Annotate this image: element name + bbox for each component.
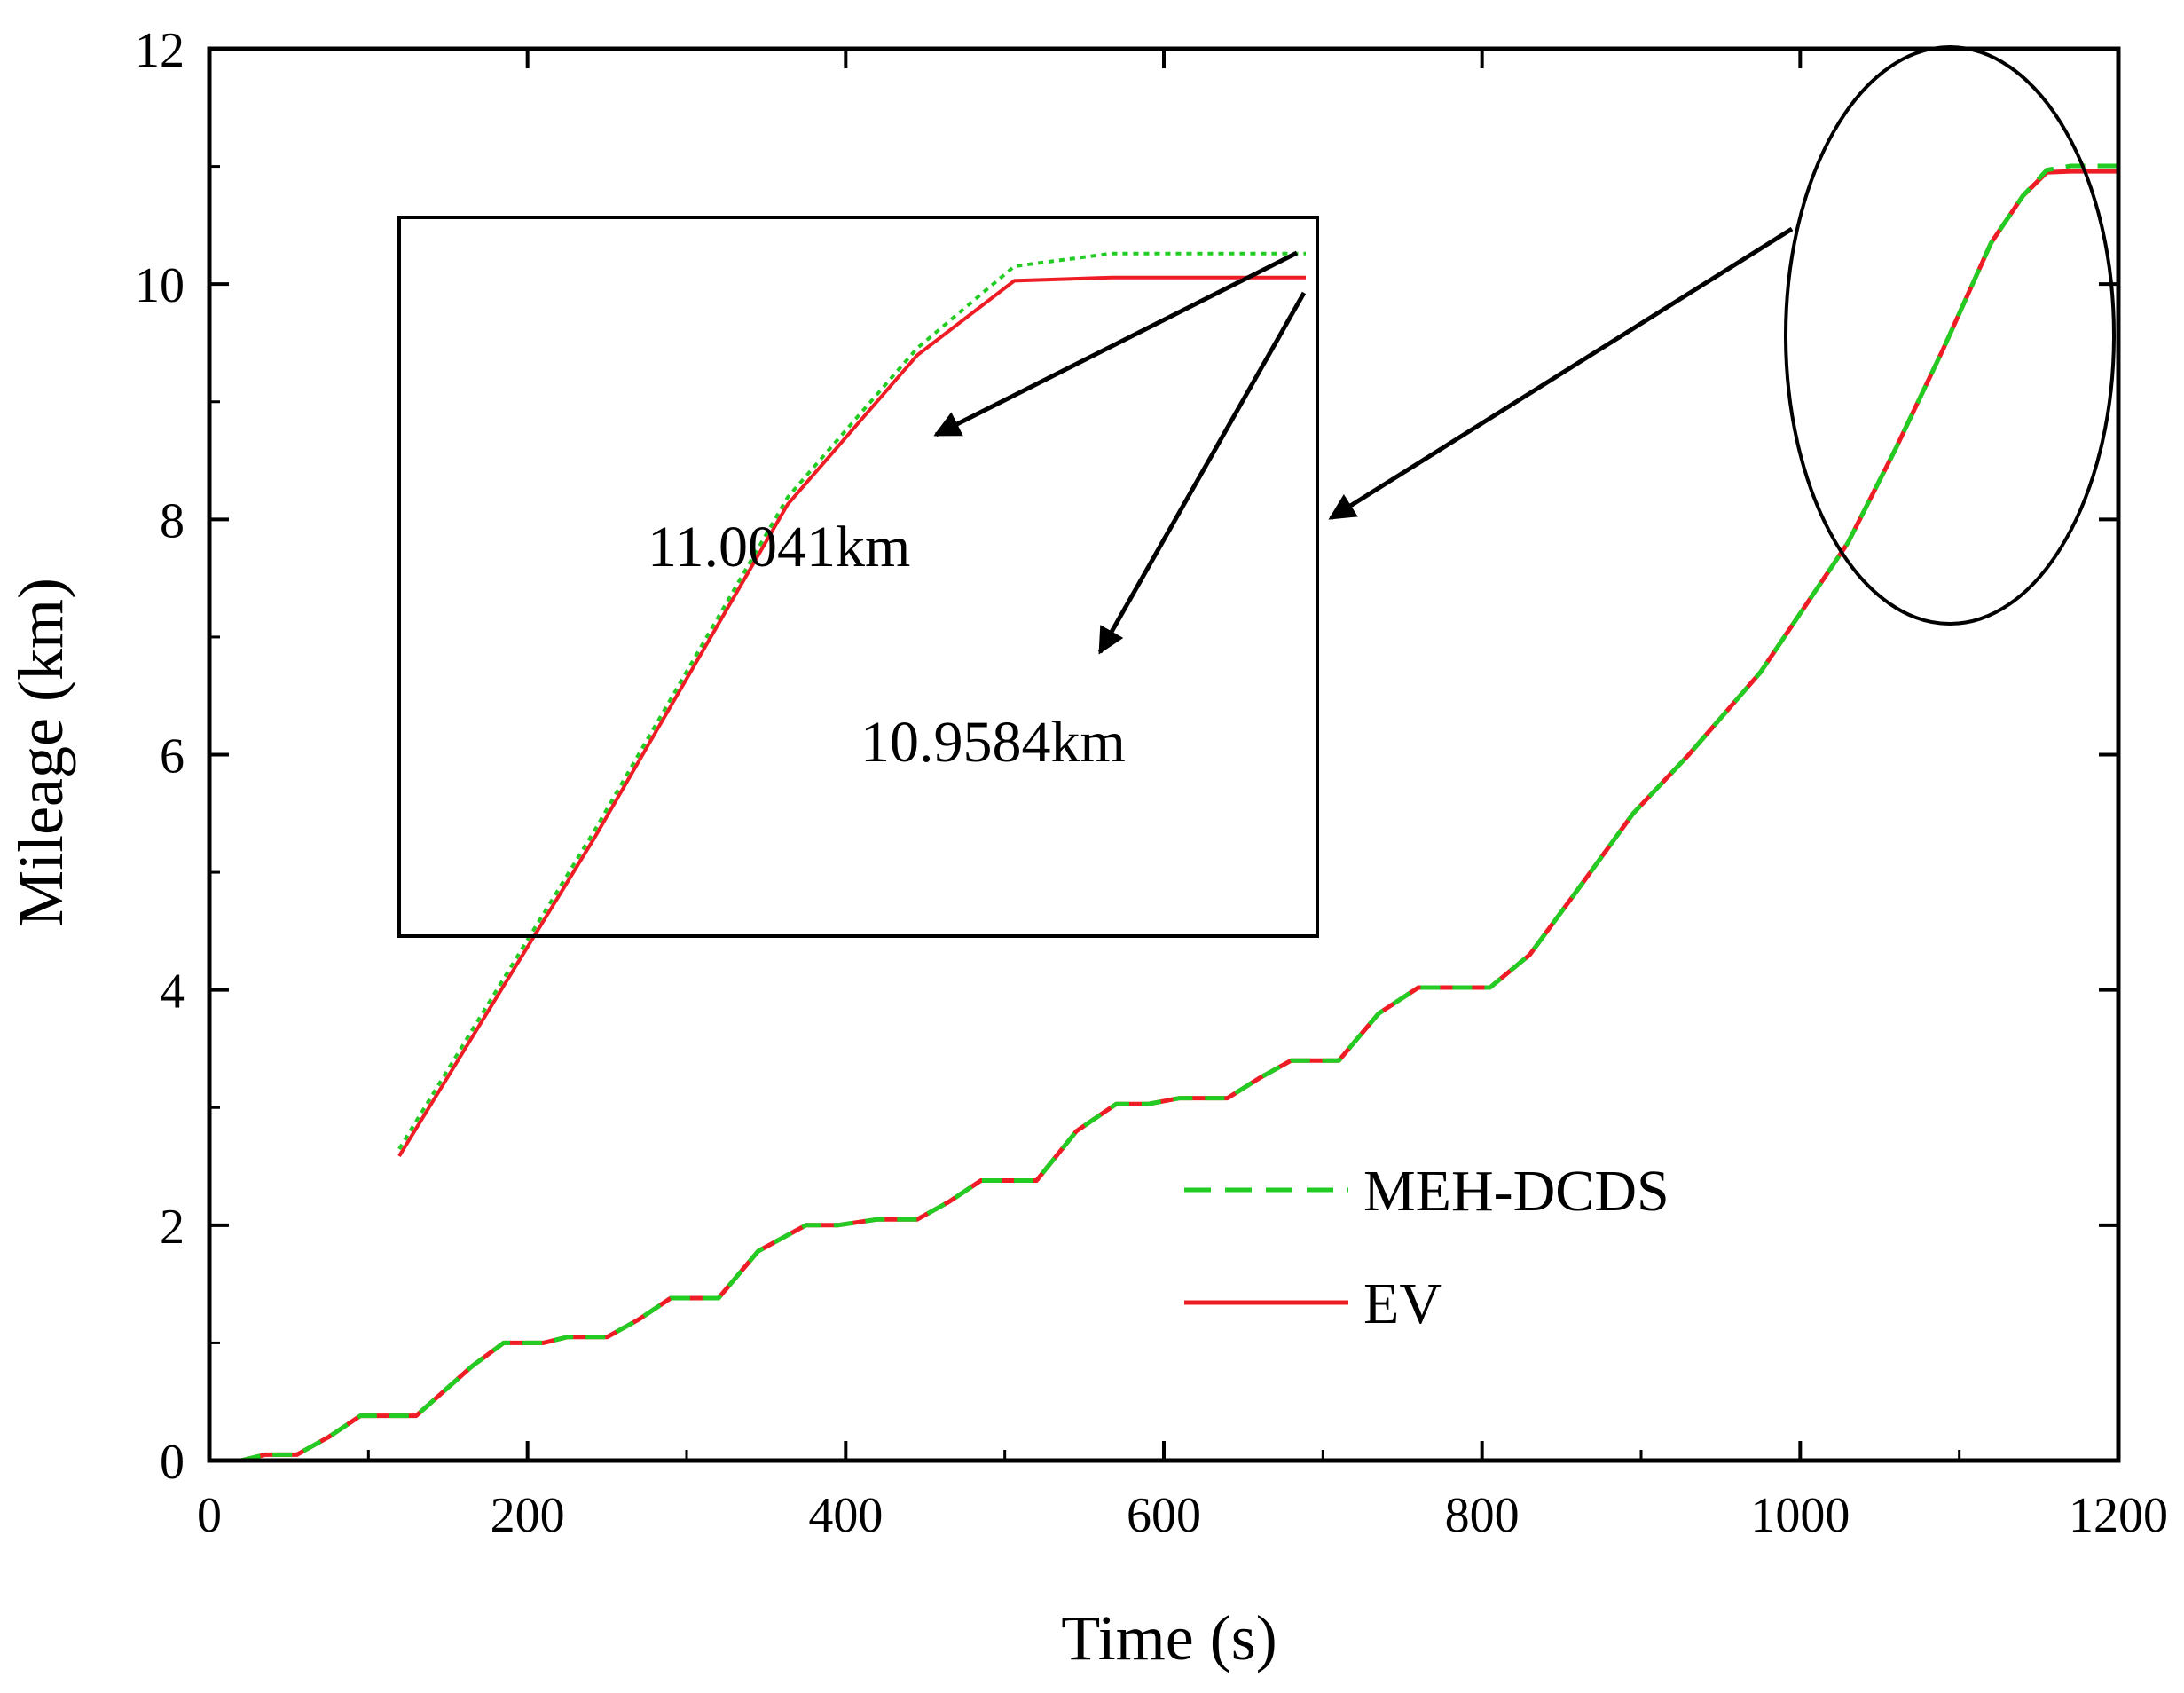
annotation-meh-dcds-value: 11.0041km [648,515,910,579]
y-tick-label: 2 [160,1200,185,1255]
arrow-ellipse-to-inset [1328,226,1794,521]
inset-series [397,251,1306,1157]
inset-box [397,216,1319,938]
x-tick-label: 400 [808,1488,883,1543]
y-tick-label: 4 [160,965,185,1020]
y-tick-label: 12 [135,23,185,78]
arrow-ev-annotation [1097,291,1307,655]
x-tick-label: 0 [197,1488,222,1543]
annotation-ev-value: 10.9584km [860,710,1126,775]
x-tick-label: 800 [1445,1488,1520,1543]
x-tick-label: 1000 [1750,1488,1850,1543]
arrow-meh-dcds-annotation [933,250,1299,437]
y-axis-label: Mileage (km) [5,578,76,927]
y-tick-label: 10 [135,258,185,313]
legend-label-ev: EV [1363,1272,1442,1336]
inset-line-ev [397,275,1306,1157]
zoom-ellipse [1784,45,2116,626]
y-tick-label: 0 [160,1435,185,1490]
x-tick-label: 600 [1127,1488,1201,1543]
y-tick-label: 8 [160,493,185,548]
x-tick-label: 200 [491,1488,565,1543]
y-tick-label: 6 [160,729,185,784]
legend: MEH-DCDS EV [1184,1159,1669,1336]
zoom-annotation [397,45,2116,938]
axis-ticks: 0 200 400 600 800 1000 1200 0 2 4 6 8 10 12 [135,23,2168,1543]
legend-label-meh-dcds: MEH-DCDS [1363,1159,1669,1224]
x-tick-label: 1200 [2069,1488,2168,1543]
x-axis-label: Time (s) [1061,1602,1277,1673]
main-series [209,163,2118,1463]
series-line-meh-dcds [209,163,2118,1463]
